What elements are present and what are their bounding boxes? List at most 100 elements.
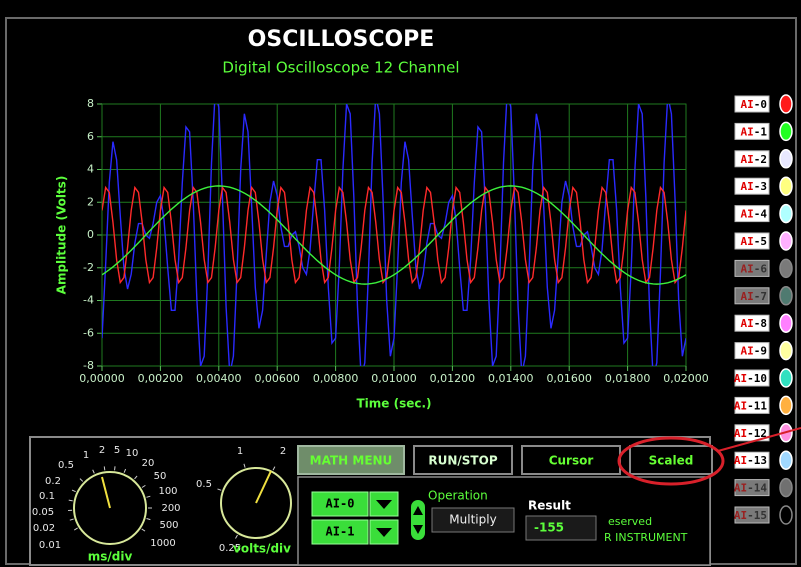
channel-prefix: AI [741,153,754,166]
y-tick-label: 4 [87,163,94,176]
channel-toggle[interactable]: AI-6 [734,258,793,279]
knob-label: ms/div [88,550,133,564]
x-tick-label: 0,00800 [313,372,359,385]
channel-number: -0 [754,98,767,111]
channel-prefix: AI [741,125,754,138]
channel-toggle[interactable]: AI-2 [734,149,793,169]
channel-led [779,450,793,470]
channel-label: AI-8 [741,317,768,330]
channel-toggle[interactable]: AI-14 [734,477,793,498]
channel-label: AI-12 [734,427,767,440]
knob-tick [243,463,246,468]
trace [102,185,686,285]
knob-tick [235,534,238,539]
channel-prefix: AI [741,317,754,330]
channel-led [779,395,793,416]
operation-spinner[interactable] [411,500,425,540]
channel-led [779,94,793,114]
channel-prefix: AI [741,180,754,193]
x-axis-label: Time (sec.) [356,397,431,411]
channel-prefix: AI [734,399,747,412]
channel-toggle[interactable]: AI-9 [734,340,793,361]
channel-number: -15 [747,509,767,522]
channel-label-box [734,95,770,113]
channel-prefix: AI [734,482,747,495]
knob-scale-label: 1 [237,446,243,457]
channel-led [779,477,793,498]
dropdown-field [311,519,369,545]
channel-prefix: AI [741,262,754,275]
channel-label-box [734,314,770,332]
channel-toggle[interactable]: AI-1 [734,121,793,142]
channel-label-box [734,259,770,277]
channel-toggle[interactable]: AI-5 [734,231,793,251]
button[interactable]: RUN/STOP [413,445,513,475]
channel-prefix: AI [741,235,754,248]
channel-label: AI-1 [741,125,768,138]
knob-tick [217,488,222,491]
title: OSCILLOSCOPE [248,27,435,52]
channel-label: AI-13 [734,454,767,467]
channel-toggle[interactable]: AI-0 [734,94,793,114]
channel-prefix: AI [741,98,754,111]
y-tick-label: 6 [87,130,94,143]
button[interactable]: Cursor [521,445,621,475]
channel-number: -5 [754,235,767,248]
knob-scale-label: 2 [99,445,105,456]
channel-dropdown[interactable]: AI-1 [311,519,399,545]
highlight-pointer [717,427,801,452]
knob-scale-label: 0.5 [58,460,74,471]
channel-toggle[interactable]: AI-11 [734,395,793,416]
result-value: -155 [534,521,564,535]
button[interactable]: Scaled [629,445,713,475]
spinner-up [413,506,423,515]
channel-toggle[interactable]: AI-3 [734,176,793,196]
knob-tick [79,478,84,482]
knob-tick [141,484,146,488]
channel-dropdown[interactable]: AI-0 [311,491,399,517]
channel-label-box [734,506,770,524]
trace [102,104,686,366]
dropdown-arrow [376,528,392,537]
channel-toggle[interactable]: AI-13 [734,450,793,470]
knob-scale-label: 200 [161,503,180,514]
channel-label: AI-6 [741,262,768,275]
channel-label-box [734,451,770,469]
channel-label-box [734,122,770,140]
channel-label: AI-5 [741,235,768,248]
channel-toggle[interactable]: AI-15 [734,505,793,525]
channel-toggle[interactable]: AI-8 [734,313,793,333]
channel-label: AI-10 [734,372,767,385]
channel-label-box [734,342,770,360]
highlight-circle [617,436,725,486]
knob-label: volts/div [233,542,291,556]
channel-toggle[interactable]: AI-7 [734,286,793,306]
channel-number: -7 [754,290,767,303]
knob-scale-label: 0.05 [32,507,54,518]
button-face [297,445,405,475]
dropdown-field [311,491,369,517]
channel-label: AI-2 [741,153,768,166]
channel-label-box [734,369,770,387]
knob-tick [69,518,74,521]
knob-tick [68,499,73,502]
x-tick-label: 0,00400 [196,372,242,385]
channel-toggle[interactable]: AI-4 [734,203,793,224]
trace [102,185,686,285]
channel-led [779,121,793,142]
button-label: MATH MENU [310,454,393,468]
knob[interactable]: 0.25 0.5 1 2 volts/div [196,446,292,556]
knob-tick [134,475,138,480]
button-face [629,445,713,475]
knob-tick [141,528,146,532]
channel-number: -10 [747,372,767,385]
y-axis-label: Amplitude (Volts) [55,176,69,295]
channel-toggle[interactable]: AI-10 [734,368,793,388]
channel-label: AI-14 [734,482,767,495]
y-tick-label: -6 [83,326,94,339]
knob-tick [146,518,151,521]
button[interactable]: MATH MENU [297,445,405,475]
